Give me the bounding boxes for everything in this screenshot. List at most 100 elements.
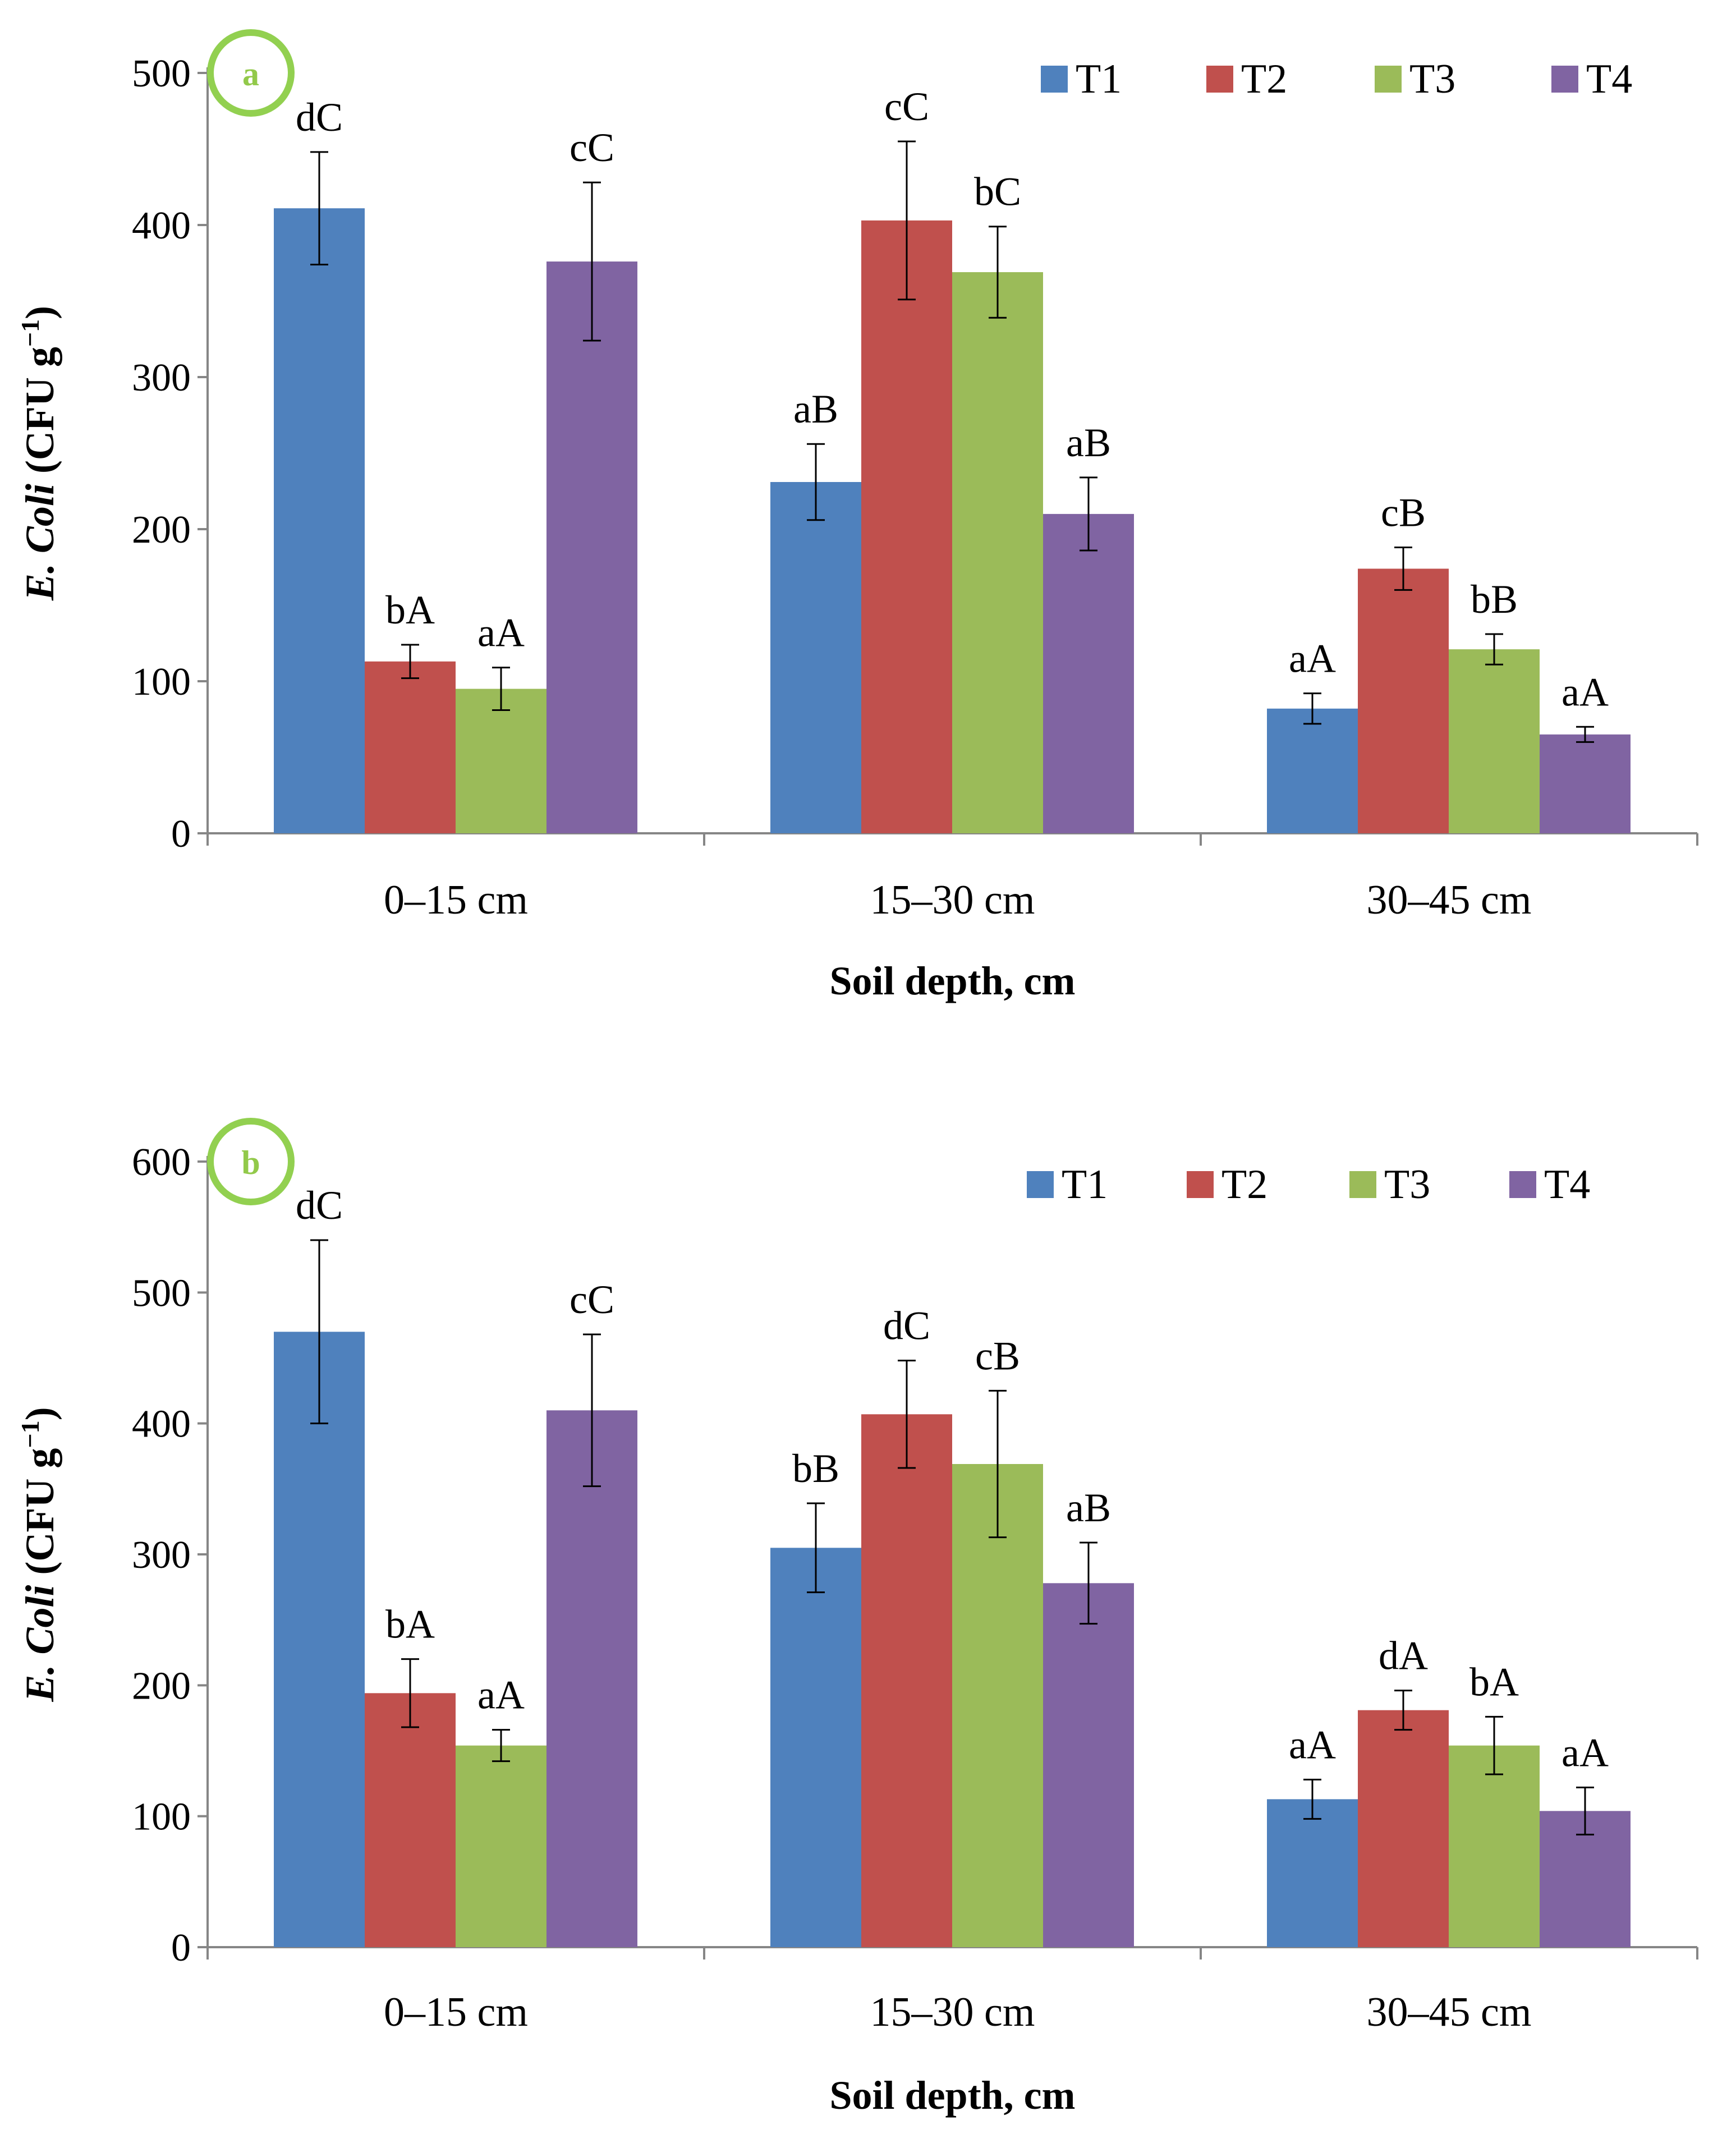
bar-T3-1 xyxy=(952,272,1043,833)
legend-swatch-T2 xyxy=(1206,66,1233,93)
legend-swatch-T2 xyxy=(1187,1171,1214,1198)
legend-label: T1 xyxy=(1076,56,1122,102)
legend-swatch-T4 xyxy=(1551,66,1578,93)
category-label: 15–30 cm xyxy=(870,1989,1035,2035)
legend-label: T3 xyxy=(1409,56,1455,102)
data-label: aA xyxy=(1562,669,1609,714)
bar-T4-2 xyxy=(1540,734,1631,833)
legend-label: T3 xyxy=(1384,1162,1430,1208)
bar-T4-1 xyxy=(1043,513,1134,833)
y-axis-title-sup: −1 xyxy=(16,1420,44,1448)
bar-T3-0 xyxy=(456,689,546,833)
data-label: aB xyxy=(1066,1485,1111,1530)
y-tick-label: 600 xyxy=(132,1141,191,1184)
y-tick-label: 0 xyxy=(171,813,191,856)
data-label: aA xyxy=(1562,1730,1609,1775)
bar-T2-2 xyxy=(1358,568,1449,833)
y-axis-title: E. Coli (CFU g−1) xyxy=(16,306,62,601)
category-label: 15–30 cm xyxy=(870,877,1035,923)
y-tick-label: 400 xyxy=(132,204,191,247)
data-label: aA xyxy=(477,1673,525,1718)
bar-T3-2 xyxy=(1449,649,1540,833)
bar-T4-1 xyxy=(1043,1583,1134,1947)
bar-T2-1 xyxy=(861,1414,952,1947)
bar-T1-1 xyxy=(770,481,861,833)
legend-label: T4 xyxy=(1586,56,1632,102)
legend-swatch-T1 xyxy=(1027,1171,1054,1198)
y-axis-title-italic: E. Coli xyxy=(17,1575,62,1703)
chart-panel-b: 0 100 200 300 400 500 600 dC bB aA bA dC dA aA cB bA cC a… xyxy=(16,1118,1698,2118)
category-label: 0–15 cm xyxy=(384,1989,528,2035)
data-label: cC xyxy=(570,125,614,170)
bar-T2-2 xyxy=(1358,1710,1449,1947)
y-tick-label: 200 xyxy=(132,508,191,552)
legend-swatch-T3 xyxy=(1375,66,1402,93)
data-label: aA xyxy=(1289,636,1336,681)
y-tick-label: 300 xyxy=(132,1534,191,1577)
y-axis-title-italic: E. Coli xyxy=(17,474,62,601)
y-tick-label: 0 xyxy=(171,1926,191,1970)
y-tick-label: 100 xyxy=(132,660,191,704)
category-label: 0–15 cm xyxy=(384,877,528,923)
legend-label: T1 xyxy=(1062,1162,1108,1208)
data-label: aB xyxy=(1066,420,1111,465)
y-tick-label: 300 xyxy=(132,356,191,400)
data-label: dC xyxy=(883,1304,930,1348)
legend-swatch-T4 xyxy=(1509,1171,1536,1198)
bar-T1-0 xyxy=(274,1332,365,1947)
data-label: cB xyxy=(1381,490,1426,535)
bar-T4-0 xyxy=(546,261,637,833)
data-label: aB xyxy=(793,387,838,432)
bar-T1-2 xyxy=(1267,1799,1358,1947)
data-label: cC xyxy=(570,1277,614,1322)
bar-T2-1 xyxy=(861,220,952,833)
y-axis-title-sup: −1 xyxy=(16,319,44,347)
chart-panel-a: 0 100 200 300 400 500 dC aB aA bA cC cB aA bC bB cC aB aA… xyxy=(16,29,1698,1003)
data-label: bA xyxy=(385,588,435,632)
data-label: dA xyxy=(1379,1633,1428,1678)
panel-badge-circle xyxy=(207,1118,295,1205)
legend-label: T2 xyxy=(1221,1162,1267,1208)
y-tick-label: 200 xyxy=(132,1664,191,1708)
x-axis-title: Soil depth, cm xyxy=(829,2073,1075,2118)
category-label: 30–45 cm xyxy=(1367,1989,1532,2035)
data-label: dC xyxy=(296,95,343,140)
legend-label: T4 xyxy=(1544,1162,1590,1208)
bar-T1-0 xyxy=(274,208,365,834)
y-tick-label: 500 xyxy=(132,52,191,95)
bar-T3-0 xyxy=(456,1745,546,1947)
bar-T1-1 xyxy=(770,1548,861,1947)
data-label: aA xyxy=(477,611,525,655)
data-label: bC xyxy=(974,169,1021,214)
bar-T2-0 xyxy=(365,1693,456,1947)
category-label: 30–45 cm xyxy=(1367,877,1532,923)
legend-swatch-T3 xyxy=(1349,1171,1376,1198)
data-label: bA xyxy=(385,1602,435,1647)
data-label: cB xyxy=(975,1333,1020,1378)
y-tick-label: 500 xyxy=(132,1272,191,1315)
y-tick-label: 400 xyxy=(132,1403,191,1446)
bar-T2-0 xyxy=(365,661,456,833)
y-axis-title-unit: (CFU g xyxy=(17,347,62,474)
panel-badge-letter: a xyxy=(242,56,259,93)
y-axis-title: E. Coli (CFU g−1) xyxy=(16,1407,62,1702)
y-tick-label: 100 xyxy=(132,1796,191,1839)
bar-T1-2 xyxy=(1267,708,1358,833)
bar-T4-0 xyxy=(546,1410,637,1947)
panel-badge-circle xyxy=(207,29,295,117)
data-label: bB xyxy=(1471,577,1518,622)
panel-badge-letter: b xyxy=(241,1144,260,1181)
y-axis-title-unit: (CFU g xyxy=(17,1448,62,1575)
y-axis-title-close: ) xyxy=(17,306,62,319)
data-label: bA xyxy=(1469,1659,1519,1704)
data-label: bB xyxy=(792,1446,839,1491)
bar-T3-1 xyxy=(952,1464,1043,1947)
legend-label: T2 xyxy=(1241,56,1287,102)
y-axis-title-close: ) xyxy=(17,1407,62,1420)
data-label: aA xyxy=(1289,1722,1336,1767)
bar-T3-2 xyxy=(1449,1745,1540,1947)
data-label: cC xyxy=(884,84,929,129)
legend-swatch-T1 xyxy=(1041,66,1068,93)
x-axis-title: Soil depth, cm xyxy=(829,958,1075,1003)
